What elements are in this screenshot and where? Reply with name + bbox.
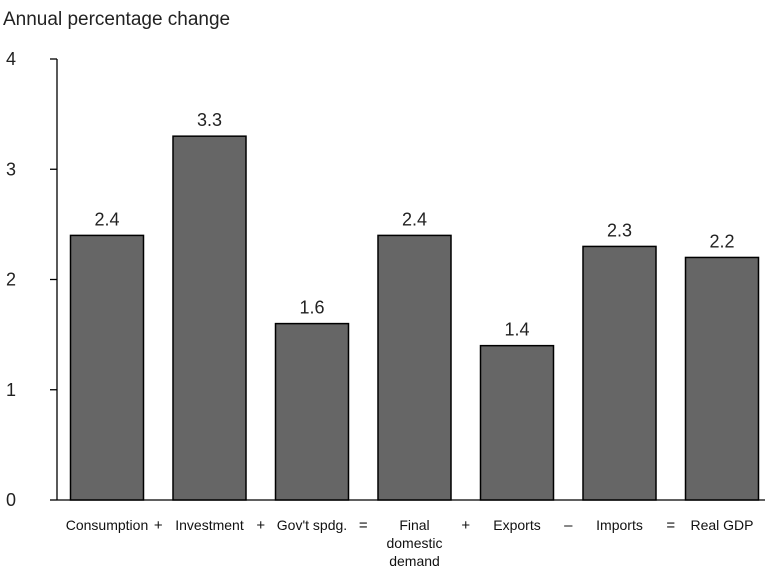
operator-label: +: [154, 517, 163, 534]
operator-label: +: [256, 517, 265, 534]
bar-value-label: 2.4: [94, 209, 119, 229]
category-label: Consumption: [66, 517, 149, 533]
operator-label: –: [564, 517, 573, 534]
bar-value-label: 2.3: [607, 220, 632, 240]
category-label: Real GDP: [690, 517, 753, 533]
category-label: Final domestic demand: [386, 517, 442, 569]
operator-label: =: [666, 517, 675, 534]
bar-value-label: 1.6: [299, 298, 324, 318]
bar-value-label: 2.2: [709, 231, 734, 251]
bar: [582, 245, 657, 501]
y-tick-label: 3: [6, 159, 16, 179]
category-labels: Consumption Investment Gov't spdg. Final dom…: [66, 517, 754, 569]
bar-value-label: 2.4: [402, 209, 427, 229]
bar: [274, 322, 350, 501]
bar: [479, 344, 555, 501]
value-labels: 2.4 3.3 1.6 2.4 1.4 2.3 2.2: [94, 110, 734, 339]
y-tick-label: 1: [6, 380, 16, 400]
bar-value-label: 1.4: [504, 320, 529, 340]
category-label: Imports: [596, 517, 643, 533]
category-label: Exports: [493, 517, 540, 533]
bar: [684, 256, 760, 501]
category-label: Gov't spdg.: [277, 517, 347, 533]
y-tick-label: 2: [6, 270, 16, 290]
operator-label: =: [359, 517, 368, 534]
bar: [69, 234, 145, 501]
operator-labels: + + = + – =: [154, 517, 676, 534]
category-label: Investment: [175, 517, 244, 533]
y-axis-title: Annual percentage change: [3, 9, 230, 30]
y-tick-label: 4: [6, 49, 16, 69]
bars: [69, 135, 760, 501]
operator-label: +: [461, 517, 470, 534]
bar-value-label: 3.3: [197, 110, 222, 130]
bar: [172, 135, 247, 501]
y-tick-label: 0: [6, 490, 16, 510]
bar: [377, 234, 452, 501]
